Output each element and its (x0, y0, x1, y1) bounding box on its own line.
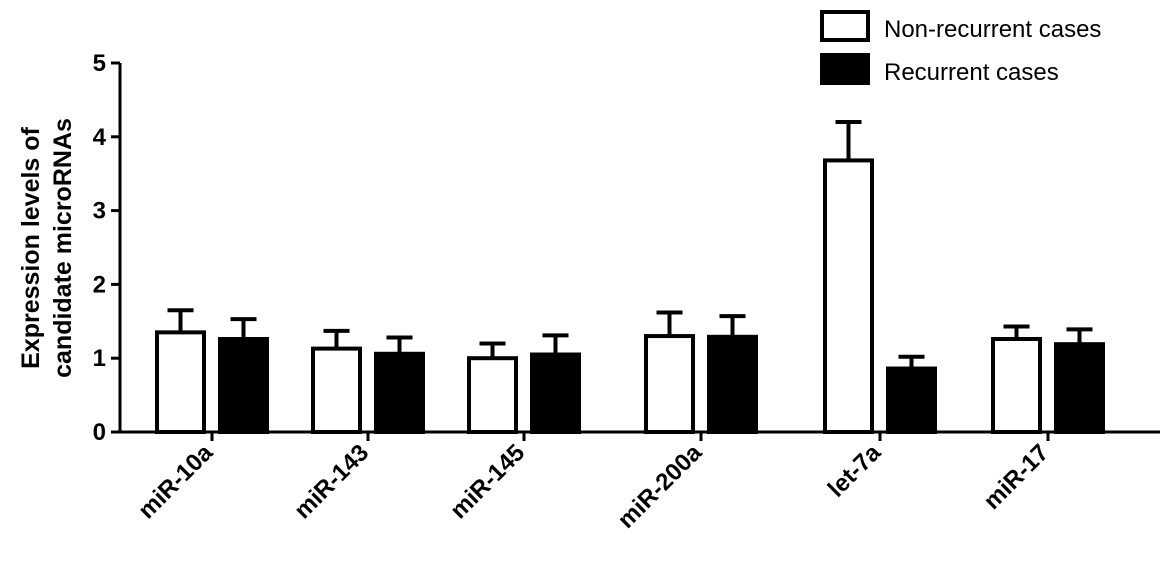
bar-recurrent (1054, 342, 1105, 435)
plot-area: 0 1 2 3 4 5 miR-10a miR-143 miR-145 miR-200a let-7… (93, 50, 1160, 534)
x-tick-label: miR-10a (133, 439, 219, 525)
bar-non-recurrent (155, 330, 206, 434)
x-tick-label: miR-143 (289, 439, 374, 524)
x-tick-label: miR-200a (613, 439, 708, 534)
legend-swatch-non-recurrent (820, 10, 870, 42)
y-tick-label: 0 (93, 419, 106, 446)
bar-non-recurrent (991, 337, 1042, 434)
bar-non-recurrent (467, 356, 518, 435)
legend: Non-recurrent cases Recurrent cases (820, 10, 1101, 86)
bar-recurrent (530, 352, 581, 435)
y-tick-label: 2 (93, 271, 106, 298)
y-tick-label: 3 (93, 198, 106, 225)
bar-recurrent (218, 337, 269, 434)
bar-non-recurrent (644, 334, 695, 434)
bar-recurrent (886, 366, 937, 435)
y-axis-label-line-2: candidate microRNAs (49, 118, 77, 378)
bar-non-recurrent (823, 158, 874, 435)
bar-non-recurrent (311, 346, 362, 434)
x-tick-label: miR-145 (445, 439, 530, 524)
bar-recurrent (374, 351, 425, 434)
x-tick-label: let-7a (823, 439, 887, 503)
y-tick-label: 4 (93, 124, 107, 151)
y-axis-label-line-1: Expression levels of (17, 126, 45, 368)
bar-recurrent (707, 334, 758, 435)
y-tick-label: 5 (93, 50, 106, 77)
y-tick-label: 1 (93, 345, 106, 372)
x-tick-label: miR-17 (979, 439, 1055, 515)
legend-label-recurrent: Recurrent cases (884, 59, 1059, 86)
legend-label-non-recurrent: Non-recurrent cases (884, 16, 1101, 43)
y-axis-title: Expression levels of candidate microRNAs (17, 118, 77, 378)
legend-swatch-recurrent (820, 53, 870, 85)
